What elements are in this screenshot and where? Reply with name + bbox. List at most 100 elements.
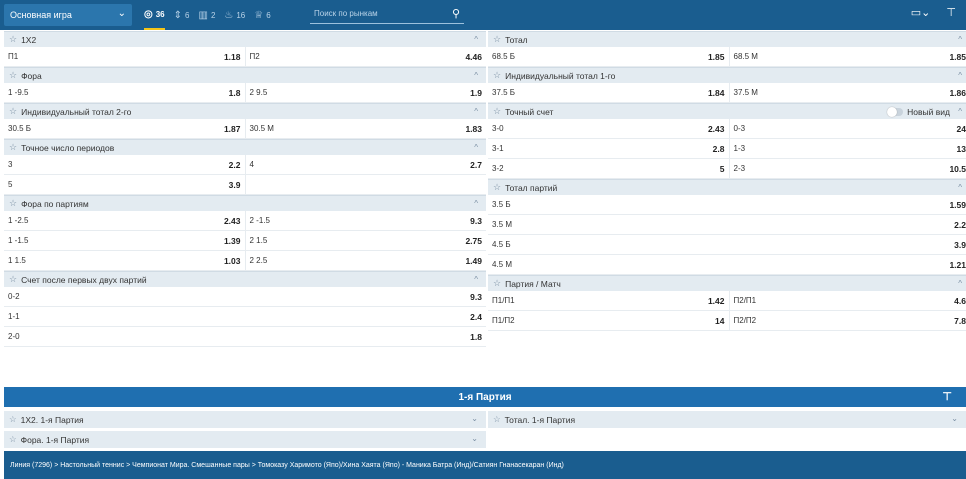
market-header[interactable]: ☆ Тотал ^ [488,31,966,47]
odd-cell[interactable]: П1 1.18 [4,47,245,66]
market-header[interactable]: ☆ Партия / Матч ^ [488,275,966,291]
game-type-select[interactable]: Основная игра ⌄ [4,4,132,26]
odd-cell[interactable]: 30.5 Б 1.87 [4,119,245,138]
odd-cell[interactable]: 30.5 М 1.83 [244,119,487,138]
chevron-up-icon[interactable]: ^ [474,35,478,44]
odd-cell[interactable]: 3-1 2.8 [488,139,729,158]
breadcrumb-text[interactable]: Линия (7296) > Настольный теннис > Чемпи… [10,461,564,469]
market-header[interactable]: ☆ Индивидуальный тотал 1-го ^ [488,67,966,83]
filter-all[interactable]: ◎ 36 [144,0,165,30]
filter-hot[interactable]: ♨ 16 [224,10,245,21]
odd-cell[interactable]: 68.5 М 1.85 [728,47,966,66]
star-icon[interactable]: ☆ [493,278,502,288]
odd-cell[interactable]: П2 4.46 [244,47,487,66]
section-banner[interactable]: 1-я Партия ⊤ [4,387,966,407]
star-icon[interactable]: ☆ [493,34,502,44]
collapsed-market[interactable]: ☆ Тотал. 1-я Партия ⌄ [488,411,966,428]
chevron-up-icon[interactable]: ^ [958,71,962,80]
odd-cell[interactable]: 68.5 Б 1.85 [488,47,729,66]
odd-cell[interactable]: П1/П2 14 [488,311,729,330]
outcome-label: 1 -1.5 [8,236,29,245]
star-icon[interactable]: ☆ [493,106,502,116]
toggle-switch[interactable] [887,107,904,117]
chevron-up-icon[interactable]: ^ [474,71,478,80]
odd-cell[interactable]: 1 -2.5 2.43 [4,211,245,230]
chevron-up-icon[interactable]: ^ [958,279,962,288]
market-row: 37.5 Б 1.84 37.5 М 1.86 [488,83,966,103]
star-icon[interactable]: ☆ [9,434,17,444]
market-header[interactable]: ☆ Индивидуальный тотал 2-го ^ [4,103,486,119]
odd-cell[interactable]: 2-0 1.8 [4,327,486,346]
sort-icon: ⇕ [173,9,183,21]
market-header[interactable]: ☆ 1X2 ^ [4,31,486,47]
new-view-toggle[interactable]: Новый вид [887,107,950,117]
market-row: П1 1.18 П2 4.46 [4,47,486,67]
odd-cell[interactable]: 37.5 М 1.86 [728,83,966,102]
odd-cell[interactable]: 4.5 М 1.21 [488,255,966,274]
outcome-label: П2/П2 [733,316,757,325]
chevron-down-icon[interactable]: ⌄ [471,434,478,443]
odd-cell[interactable]: 2 -1.5 9.3 [244,211,487,230]
odd-cell[interactable]: П2/П1 4.6 [728,291,966,310]
odd-cell[interactable]: 4 2.7 [244,155,487,174]
chevron-up-icon[interactable]: ^ [958,183,962,192]
chevron-up-icon[interactable]: ^ [474,199,478,208]
odd-cell[interactable]: 1-3 13 [728,139,966,158]
chevron-down-icon[interactable]: ⌄ [951,414,958,423]
chevron-up-icon[interactable]: ^ [474,275,478,284]
odd-cell[interactable]: 0-2 9.3 [4,287,486,306]
filter-trophy[interactable]: ♕ 6 [254,10,270,21]
chevron-up-icon[interactable]: ^ [958,107,962,116]
odd-cell[interactable]: П2/П2 7.8 [728,311,966,330]
market-header[interactable]: ☆ Тотал партий ^ [488,179,966,195]
filter-sort[interactable]: ⇕ 6 [174,10,190,21]
star-icon[interactable]: ☆ [9,106,18,116]
star-icon[interactable]: ☆ [493,182,502,192]
odd-cell[interactable]: П1/П1 1.42 [488,291,729,310]
search-icon[interactable]: ⚲ [451,8,460,20]
filter-stats[interactable]: ▥ 2 [198,10,215,21]
odd-cell[interactable]: 4.5 Б 3.9 [488,235,966,254]
odd-cell[interactable]: 2 9.5 1.9 [244,83,487,102]
odd-cell[interactable]: 37.5 Б 1.84 [488,83,729,102]
star-icon[interactable]: ☆ [493,414,501,424]
star-icon[interactable]: ☆ [493,70,502,80]
odd-cell[interactable]: 5 3.9 [4,175,245,194]
collapsed-market[interactable]: ☆ 1X2. 1-я Партия ⌄ [4,411,486,428]
odd-cell[interactable]: 1-1 2.4 [4,307,486,326]
odd-cell[interactable]: 1 -1.5 1.39 [4,231,245,250]
odd-cell[interactable]: 1 1.5 1.03 [4,251,245,270]
star-icon[interactable]: ☆ [9,414,17,424]
pin-top-icon[interactable]: ⊤ [942,391,952,403]
odd-cell[interactable]: 3 2.2 [4,155,245,174]
star-icon[interactable]: ☆ [9,198,18,208]
odd-cell[interactable]: 2-3 10.5 [728,159,966,178]
chevron-up-icon[interactable]: ^ [958,35,962,44]
star-icon[interactable]: ☆ [9,274,18,284]
odd-cell[interactable]: 3.5 М 2.2 [488,215,966,234]
star-icon[interactable]: ☆ [9,142,18,152]
chevron-up-icon[interactable]: ^ [474,107,478,116]
collapsed-market[interactable]: ☆ Фора. 1-я Партия ⌄ [4,431,486,448]
pin-top-icon[interactable]: ⊤ [946,7,956,19]
market-header[interactable]: ☆ Точный счет Новый вид ^ [488,103,966,119]
odd-cell[interactable]: 2 1.5 2.75 [244,231,487,250]
odd-cell[interactable]: 3.5 Б 1.59 [488,195,966,214]
market-header[interactable]: ☆ Счет после первых двух партий ^ [4,271,486,287]
odd-cell[interactable]: 1 -9.5 1.8 [4,83,245,102]
odd-value: 1.84 [707,87,725,98]
chevron-up-icon[interactable]: ^ [474,143,478,152]
market-search-input[interactable]: Поиск по рынкам ⚲ [310,6,464,24]
odd-cell[interactable]: 3-0 2.43 [488,119,729,138]
market-header[interactable]: ☆ Фора по партиям ^ [4,195,486,211]
market-header[interactable]: ☆ Точное число периодов ^ [4,139,486,155]
star-icon[interactable]: ☆ [9,34,18,44]
odd-value: 2.4 [470,311,482,322]
odd-cell[interactable]: 0-3 24 [728,119,966,138]
odd-cell[interactable]: 3-2 5 [488,159,729,178]
odd-cell[interactable]: 2 2.5 1.49 [244,251,487,270]
market-header[interactable]: ☆ Фора ^ [4,67,486,83]
layout-columns-icon[interactable]: ▭⌄ [910,7,931,19]
chevron-down-icon[interactable]: ⌄ [471,414,478,423]
star-icon[interactable]: ☆ [9,70,18,80]
